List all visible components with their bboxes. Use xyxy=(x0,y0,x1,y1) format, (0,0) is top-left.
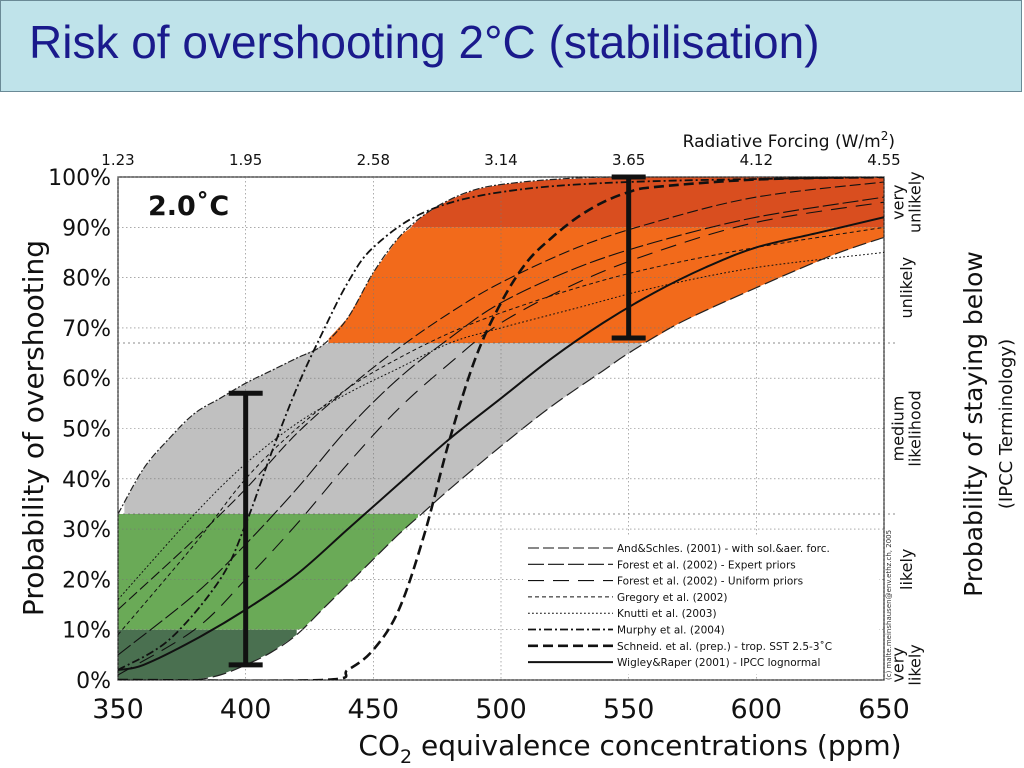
y-tick-label: 90% xyxy=(62,216,111,241)
x-tick-label: 400 xyxy=(220,694,272,725)
legend: And&Schles. (2001) - with sol.&aer. forc… xyxy=(523,536,879,674)
series-line-5 xyxy=(118,251,884,600)
legend-label: Knutti et al. (2003) xyxy=(617,608,717,620)
legend-label: Schneid. et al. (prep.) - trop. SST 2.5-… xyxy=(617,641,832,653)
series-lines xyxy=(118,177,884,680)
y-tick-label: 60% xyxy=(62,367,111,392)
x-tick-label: 550 xyxy=(603,694,655,725)
x-tick-label: 500 xyxy=(475,694,527,725)
x-axis-label: CO2 equivalence concentrations (ppm) xyxy=(358,729,901,768)
x-axis-label-sub: 2 xyxy=(400,746,412,768)
likelihood-label: medium xyxy=(889,396,908,462)
y-tick-label: 80% xyxy=(62,267,111,292)
legend-box xyxy=(523,536,879,674)
x-tick-label: 650 xyxy=(858,694,910,725)
top-tick-label: 4.12 xyxy=(740,151,773,169)
likelihood-band xyxy=(118,514,418,630)
x-tick-label: 600 xyxy=(731,694,783,725)
likelihood-label: very xyxy=(889,185,908,220)
legend-label: And&Schles. (2001) - with sol.&aer. forc… xyxy=(617,543,830,555)
top-axis-label: Radiative Forcing (W/m2) xyxy=(683,129,895,152)
y-tick-label: 20% xyxy=(62,568,111,593)
y-tick-label: 40% xyxy=(62,468,111,493)
y-tick-label: 50% xyxy=(62,418,111,443)
series-line-6 xyxy=(118,177,884,671)
y-tick-label: 70% xyxy=(62,317,111,342)
top-axis-label-sup: 2 xyxy=(881,129,889,143)
likelihood-labels: verylikelylikelymediumlikelihoodunlikely… xyxy=(889,171,925,685)
likelihood-label: likelihood xyxy=(906,390,925,466)
axes: 350 400 450 500 550 600 650 0% 10% 20% 30% 40% 50% 60… xyxy=(48,151,910,725)
likelihood-label: likely xyxy=(897,549,916,590)
series-line-3 xyxy=(118,201,884,676)
uncertainty-bars xyxy=(228,174,646,668)
series-line-1 xyxy=(118,181,884,611)
x-axis-label-co: CO xyxy=(358,729,400,762)
y-tick-label: 10% xyxy=(62,619,111,644)
legend-label: Murphy et al. (2004) xyxy=(617,625,725,637)
series-line-2 xyxy=(118,196,884,656)
top-tick-label: 4.55 xyxy=(867,151,900,169)
y-tick-label: 30% xyxy=(62,518,111,543)
envelope-lower-line xyxy=(118,236,884,680)
top-axis-label-close: ) xyxy=(888,132,895,152)
legend-label: Forest et al. (2002) - Expert priors xyxy=(617,559,796,571)
credit-text: (c) malte.meinshausen@env.ethz.ch, 2005 xyxy=(885,530,893,680)
top-tick-label: 3.65 xyxy=(612,151,645,169)
y-tick-label: 0% xyxy=(76,669,111,694)
top-tick-label: 1.23 xyxy=(101,151,134,169)
panel-label: 2.0˚C xyxy=(148,191,229,222)
title-bar: Risk of overshooting 2°C (stabilisation) xyxy=(0,0,1022,92)
likelihood-label: unlikely xyxy=(906,171,925,233)
x-tick-label: 350 xyxy=(92,694,144,725)
series-line-7 xyxy=(118,177,884,680)
slide-title: Risk of overshooting 2°C (stabilisation) xyxy=(29,16,820,68)
y-tick-label: 100% xyxy=(48,166,111,191)
likelihood-label: unlikely xyxy=(897,257,916,319)
x-tick-label: 450 xyxy=(348,694,400,725)
likelihood-label: very xyxy=(889,647,908,682)
legend-label: Gregory et al. (2002) xyxy=(617,592,728,604)
x-axis-label-rest: equivalence concentrations (ppm) xyxy=(412,729,902,762)
legend-label: Wigley&Raper (2001) - IPCC lognormal xyxy=(617,657,820,669)
series-line-8 xyxy=(118,216,884,671)
envelope-upper-line xyxy=(118,177,884,515)
legend-label: Forest et al. (2002) - Uniform priors xyxy=(617,576,803,588)
y-axis-label: Probability of overshooting xyxy=(17,240,50,616)
top-axis-label-text: Radiative Forcing (W/m xyxy=(683,132,881,152)
series-line-4 xyxy=(118,226,884,636)
likelihood-band xyxy=(118,629,297,680)
likelihood-band xyxy=(328,227,884,343)
top-tick-label: 2.58 xyxy=(357,151,390,169)
top-tick-label: 1.95 xyxy=(229,151,262,169)
top-tick-label: 3.14 xyxy=(484,151,517,169)
likelihood-band xyxy=(411,177,884,228)
right-axis-sublabel: (IPCC Terminology) xyxy=(996,339,1017,509)
likelihood-label: likely xyxy=(906,644,925,685)
right-axis-label: Probability of staying below xyxy=(959,251,988,597)
